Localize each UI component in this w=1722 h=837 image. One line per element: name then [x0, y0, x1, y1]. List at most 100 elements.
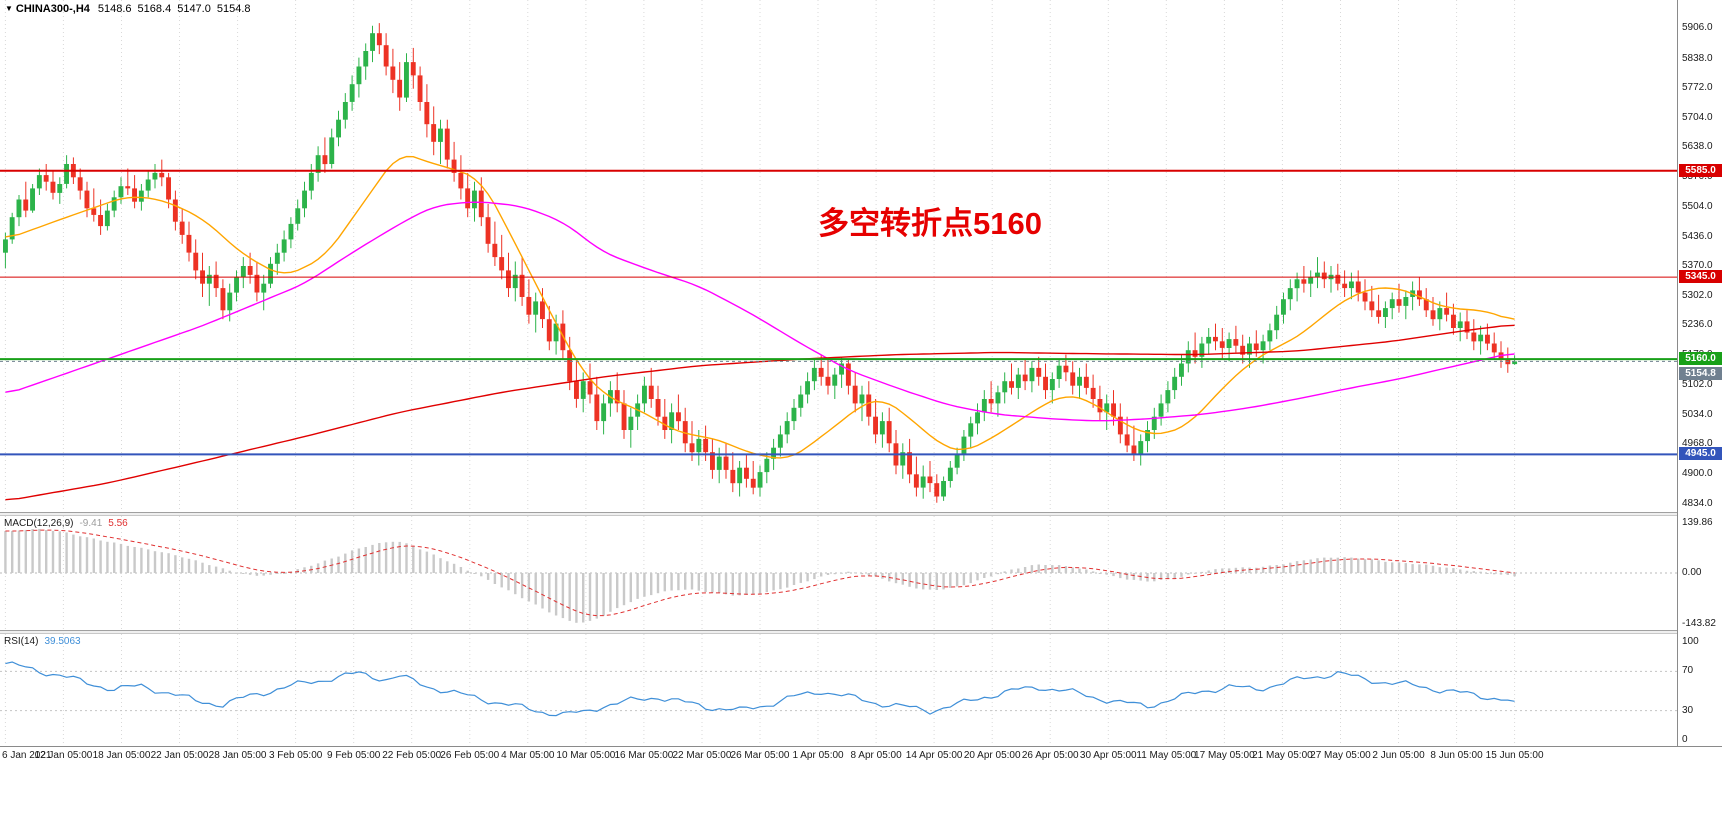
candle-body: [1002, 381, 1008, 393]
candle-body: [1077, 376, 1082, 386]
time-axis-label: 22 Mar 05:00: [672, 750, 732, 761]
time-axis-label: 16 Mar 05:00: [614, 750, 674, 761]
candle-body: [574, 381, 579, 399]
macd-histogram-bar: [867, 573, 870, 576]
price-axis-label: 5638.0: [1682, 141, 1713, 153]
candle-body: [859, 394, 865, 404]
candle-body: [451, 159, 457, 173]
candle-body: [927, 476, 933, 484]
candle-body: [363, 51, 369, 67]
time-axis[interactable]: 6 Jan 2021 12 Jan 05:00 18 Jan 05:00 22 Jan…: [0, 746, 1722, 766]
macd-histogram-bar: [779, 573, 782, 590]
candle-body: [111, 197, 117, 211]
macd-histogram-bar: [480, 573, 483, 577]
panel-separator[interactable]: [0, 630, 1722, 634]
macd-histogram-bar: [1248, 567, 1251, 573]
macd-histogram-bar: [1261, 566, 1265, 573]
price-axis-label: 5436.0: [1682, 230, 1713, 242]
candle-body: [1267, 330, 1273, 342]
macd-axis-label: 139.86: [1682, 517, 1713, 529]
candle-body: [1226, 339, 1232, 348]
candle-body: [1199, 343, 1205, 357]
macd-histogram-bar: [1391, 562, 1394, 573]
candle-body: [580, 381, 586, 399]
candle-body: [764, 458, 770, 473]
main-chart-panel[interactable]: ▼ CHINA300-,H4 5148.6 5168.4 5147.0 5154.8 多空…: [0, 0, 1677, 512]
candle-body: [546, 319, 552, 342]
candle-body: [254, 274, 260, 293]
time-axis-label: 6 Jan 2021: [2, 750, 52, 761]
macd-histogram-bar: [296, 569, 299, 573]
candle-body: [716, 456, 722, 470]
price-axis-label: 4968.0: [1682, 438, 1713, 450]
candle-body: [1124, 434, 1130, 446]
rsi-axis-label: 30: [1682, 704, 1694, 716]
macd-histogram-bar: [1200, 571, 1204, 573]
price-axis-label: 4900.0: [1682, 468, 1713, 480]
candle-body: [512, 274, 518, 289]
candle-body: [1015, 374, 1021, 388]
rsi-axis-label: 0: [1682, 734, 1688, 745]
time-axis-label: 8 Apr 05:00: [850, 750, 902, 761]
macd-histogram-bar: [894, 573, 898, 584]
macd-histogram-bar: [357, 548, 361, 573]
macd-histogram-bar: [1465, 570, 1469, 573]
candle-body: [1491, 343, 1497, 353]
macd-histogram-bar: [384, 542, 388, 573]
macd-indicator-panel[interactable]: MACD(12,26,9) -9.41 5.56: [0, 516, 1677, 630]
candle-body: [376, 33, 382, 46]
time-axis-label: 22 Feb 05:00: [382, 750, 442, 761]
chart-header: ▼ CHINA300-,H4 5148.6 5168.4 5147.0 5154.8: [5, 3, 257, 15]
candle-body: [533, 301, 539, 315]
macd-histogram-bar: [799, 573, 802, 583]
candle-body: [1478, 334, 1484, 342]
macd-histogram-bar: [31, 529, 34, 573]
macd-histogram-bar: [1125, 573, 1129, 580]
candle-body: [900, 452, 906, 466]
candle-body: [703, 438, 709, 453]
rsi-indicator-panel[interactable]: RSI(14) 39.5063: [0, 634, 1677, 746]
candle-body: [1451, 314, 1456, 328]
macd-histogram-bar: [276, 573, 279, 574]
candle-body: [3, 239, 8, 253]
candle-body: [913, 474, 919, 488]
candle-body: [383, 45, 389, 67]
candle-body: [757, 472, 763, 488]
candle-body: [947, 467, 953, 481]
candle-body: [1430, 310, 1436, 320]
macd-histogram-bar: [160, 552, 163, 573]
macd-histogram-bar: [72, 534, 75, 573]
macd-histogram-bar: [1486, 573, 1489, 574]
macd-histogram-bar: [1275, 565, 1278, 573]
macd-histogram-bar: [1343, 557, 1346, 573]
macd-histogram-bar: [1085, 569, 1088, 573]
rsi-chart[interactable]: [0, 634, 1677, 746]
candle-body: [77, 177, 83, 191]
macd-histogram-bar: [330, 558, 333, 573]
macd-histogram-bar: [677, 573, 680, 591]
macd-histogram-bar: [752, 573, 755, 595]
panel-separator[interactable]: [0, 512, 1722, 516]
price-axis-label: 5034.0: [1682, 408, 1713, 420]
candle-body: [1192, 350, 1198, 357]
price-line-tag: 5160.0: [1679, 352, 1722, 366]
macd-signal-value: 5.56: [108, 518, 128, 529]
macd-chart[interactable]: [0, 516, 1677, 630]
macd-histogram-bar: [405, 543, 408, 573]
candle-body: [1260, 341, 1266, 351]
candle-body: [1362, 292, 1368, 302]
candlestick-chart[interactable]: [0, 0, 1677, 512]
macd-histogram-bar: [704, 573, 707, 592]
macd-histogram-bar: [1221, 568, 1224, 573]
macd-histogram-bar: [466, 570, 469, 573]
candle-body: [1355, 281, 1361, 293]
macd-histogram-bar: [1499, 573, 1503, 575]
price-axis[interactable]: 5906.0 5838.0 5772.0 5704.0 5638.0 5570.0 5504…: [1677, 0, 1722, 746]
macd-histogram-bar: [432, 554, 435, 573]
candle-body: [98, 215, 103, 227]
macd-histogram-bar: [1153, 573, 1156, 582]
candle-body: [1043, 376, 1048, 391]
time-axis-label: 8 Jun 05:00: [1430, 750, 1483, 761]
macd-histogram-bar: [989, 573, 993, 577]
macd-histogram-bar: [364, 547, 367, 573]
